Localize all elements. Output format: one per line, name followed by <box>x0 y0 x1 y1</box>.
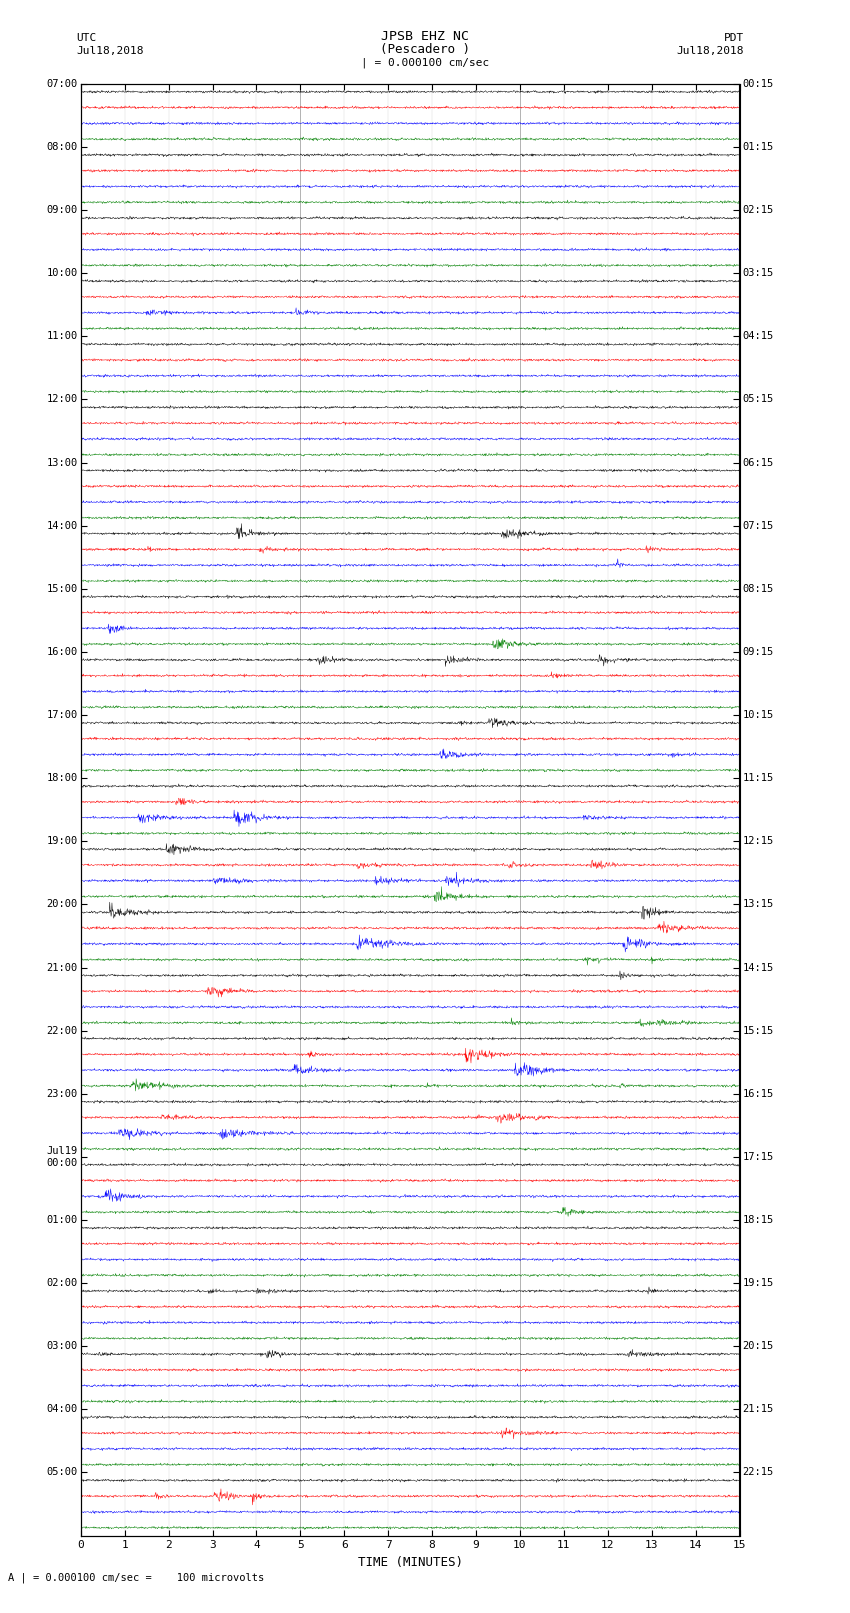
Text: | = 0.000100 cm/sec: | = 0.000100 cm/sec <box>361 56 489 68</box>
Text: JPSB EHZ NC: JPSB EHZ NC <box>381 29 469 44</box>
Text: A | = 0.000100 cm/sec =    100 microvolts: A | = 0.000100 cm/sec = 100 microvolts <box>8 1573 264 1582</box>
Text: UTC: UTC <box>76 32 97 44</box>
X-axis label: TIME (MINUTES): TIME (MINUTES) <box>358 1557 462 1569</box>
Text: PDT: PDT <box>723 32 744 44</box>
Text: Jul18,2018: Jul18,2018 <box>677 47 744 56</box>
Text: (Pescadero ): (Pescadero ) <box>380 44 470 56</box>
Text: Jul18,2018: Jul18,2018 <box>76 47 144 56</box>
